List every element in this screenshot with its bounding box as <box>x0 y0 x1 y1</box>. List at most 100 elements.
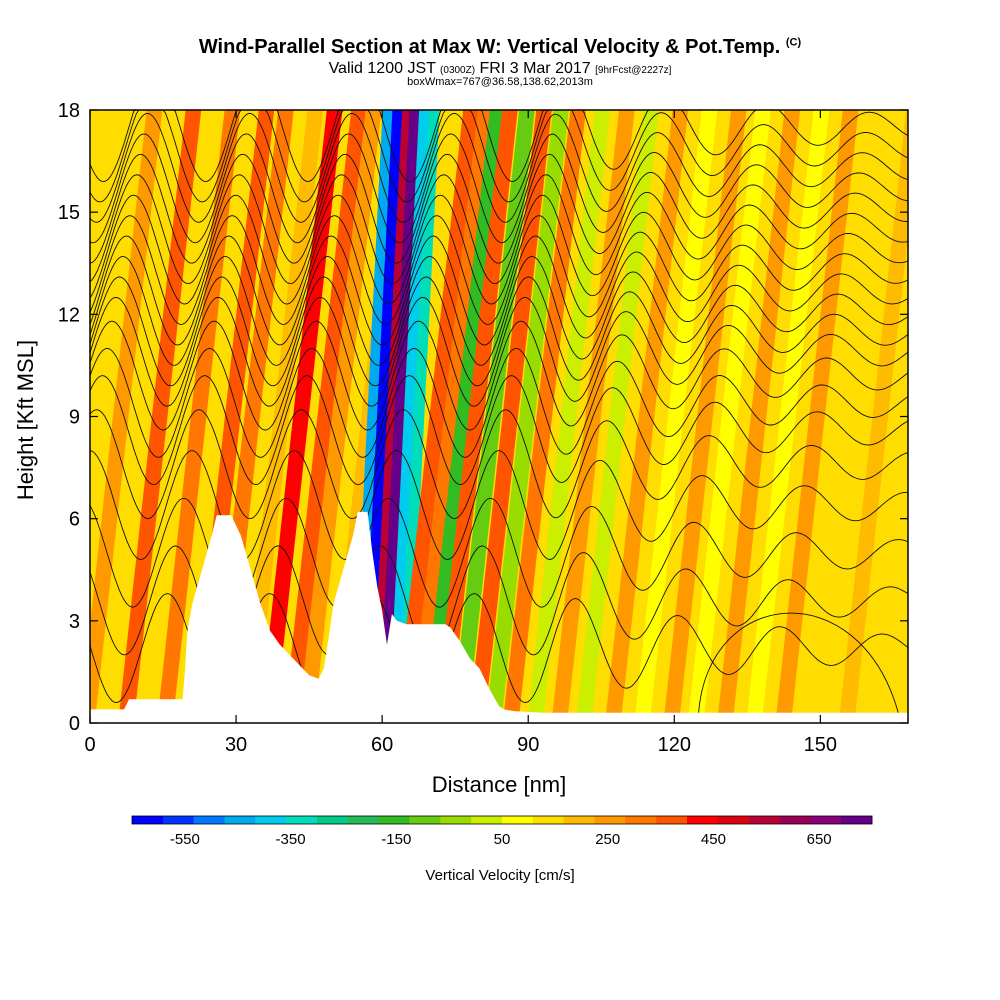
velocity-band-22 <box>485 110 569 723</box>
colorbar-swatch <box>625 816 657 824</box>
velocity-band-0 <box>90 110 163 723</box>
colorbar-swatch <box>656 816 688 824</box>
colorbar-tick-label: 450 <box>701 831 726 848</box>
colorbar-swatch <box>779 816 811 824</box>
colorbar-swatch <box>286 816 318 824</box>
chart-box-info: boxWmax=767@36.58,138.62,2013m <box>407 76 593 88</box>
x-tick-label: 0 <box>84 734 95 756</box>
colorbar-tick-label: 650 <box>807 831 832 848</box>
velocity-band-8 <box>298 110 382 723</box>
isentrope-line-6 <box>90 347 908 458</box>
velocity-band-1 <box>118 110 202 723</box>
y-axis-label: Height [Kft MSL] <box>13 340 38 500</box>
colorbar-tick-label: -350 <box>276 831 306 848</box>
velocity-band-28 <box>634 110 718 723</box>
colorbar-swatch <box>255 816 287 824</box>
velocity-band-17 <box>410 110 494 723</box>
colorbar-swatch <box>193 816 225 824</box>
velocity-band-32 <box>746 110 830 723</box>
copyright-mark: (C) <box>785 36 802 49</box>
velocity-band-16 <box>395 110 479 723</box>
x-axis-label: Distance [nm] <box>432 772 567 797</box>
colorbar: -550 -350 -150 50 250 450 650 <box>131 815 873 848</box>
isentrope-line-19 <box>90 110 908 182</box>
isentrope-line-8 <box>90 296 908 407</box>
x-tick-label: 150 <box>804 734 837 756</box>
colorbar-swatch <box>409 816 441 824</box>
isentrope-line-10 <box>90 256 908 366</box>
y-tick-label: 18 <box>58 100 80 122</box>
velocity-band-13 <box>378 110 421 723</box>
velocity-band-30 <box>687 110 771 723</box>
velocity-band-14 <box>388 110 430 723</box>
isentrope-line-12 <box>90 215 908 325</box>
isentrope-line-7 <box>90 320 908 431</box>
isentrope-line-18 <box>90 110 908 203</box>
colorbar-tick-label: 250 <box>595 831 620 848</box>
colorbar-swatch <box>841 816 873 824</box>
velocity-band-18 <box>422 110 506 723</box>
isentrope-line-4 <box>90 409 908 520</box>
isentrope-line-5 <box>90 375 908 486</box>
colorbar-label: Vertical Velocity [cm/s] <box>425 867 574 884</box>
x-tick-label: 30 <box>225 734 247 756</box>
velocity-band-2 <box>157 110 241 723</box>
chart-subtitle: Valid 1200 JST (0300Z) FRI 3 Mar 2017 [9… <box>328 60 672 77</box>
colorbar-frame <box>131 815 873 825</box>
colorbar-swatch <box>810 816 842 824</box>
colorbar-swatch <box>563 816 595 824</box>
chart-title: Wind-Parallel Section at Max W: Vertical… <box>198 36 802 58</box>
x-axis-ticks: 0 30 60 90 120 150 <box>84 110 837 756</box>
velocity-band-35 <box>838 110 908 723</box>
closed-contour <box>698 612 899 713</box>
velocity-band-7 <box>283 110 367 723</box>
colorbar-swatch <box>502 816 534 824</box>
colorbar-swatch <box>717 816 749 824</box>
velocity-band-5 <box>239 110 323 723</box>
colorbar-swatch <box>594 816 626 824</box>
colorbar-swatch <box>748 816 780 824</box>
velocity-band-23 <box>502 110 586 723</box>
velocity-band-34 <box>809 110 893 723</box>
colorbar-swatch <box>132 816 164 824</box>
colorbar-swatch <box>471 816 503 824</box>
velocity-band-33 <box>775 110 859 723</box>
velocity-band-24 <box>527 110 611 723</box>
colorbar-swatch <box>532 816 564 824</box>
isentrope-line-13 <box>90 194 908 305</box>
isentrope-line-16 <box>90 133 908 244</box>
colorbar-swatch <box>224 816 256 824</box>
velocity-band-26 <box>575 110 659 723</box>
colorbar-tick-label: -150 <box>381 831 411 848</box>
y-tick-label: 9 <box>69 407 80 429</box>
x-tick-label: 60 <box>371 734 393 756</box>
colorbar-swatch <box>162 816 194 824</box>
velocity-band-20 <box>451 110 535 723</box>
isentrope-line-9 <box>90 276 908 387</box>
y-tick-label: 15 <box>58 202 80 224</box>
velocity-band-29 <box>663 110 747 723</box>
colorbar-swatch <box>687 816 719 824</box>
velocity-band-15 <box>398 110 440 723</box>
terrain-profile <box>90 511 908 723</box>
velocity-band-6 <box>259 110 343 723</box>
y-tick-label: 6 <box>69 509 80 531</box>
x-tick-label: 90 <box>517 734 539 756</box>
isentrope-line-17 <box>90 113 908 223</box>
colorbar-tick-label: -550 <box>170 831 200 848</box>
isentrope-contours <box>90 110 908 713</box>
y-tick-label: 0 <box>69 713 80 735</box>
velocity-band-31 <box>717 110 801 723</box>
colorbar-swatch <box>440 816 472 824</box>
isentrope-line-11 <box>90 235 908 346</box>
y-axis-ticks: 0 3 6 9 12 15 18 <box>58 100 908 735</box>
x-tick-label: 120 <box>658 734 691 756</box>
colorbar-swatch <box>317 816 349 824</box>
colorbar-swatch <box>378 816 410 824</box>
terrain-mask <box>90 511 908 723</box>
isentrope-line-14 <box>90 174 908 285</box>
isentrope-line-15 <box>90 153 908 264</box>
colorbar-swatch <box>347 816 379 824</box>
velocity-band-21 <box>468 110 552 723</box>
